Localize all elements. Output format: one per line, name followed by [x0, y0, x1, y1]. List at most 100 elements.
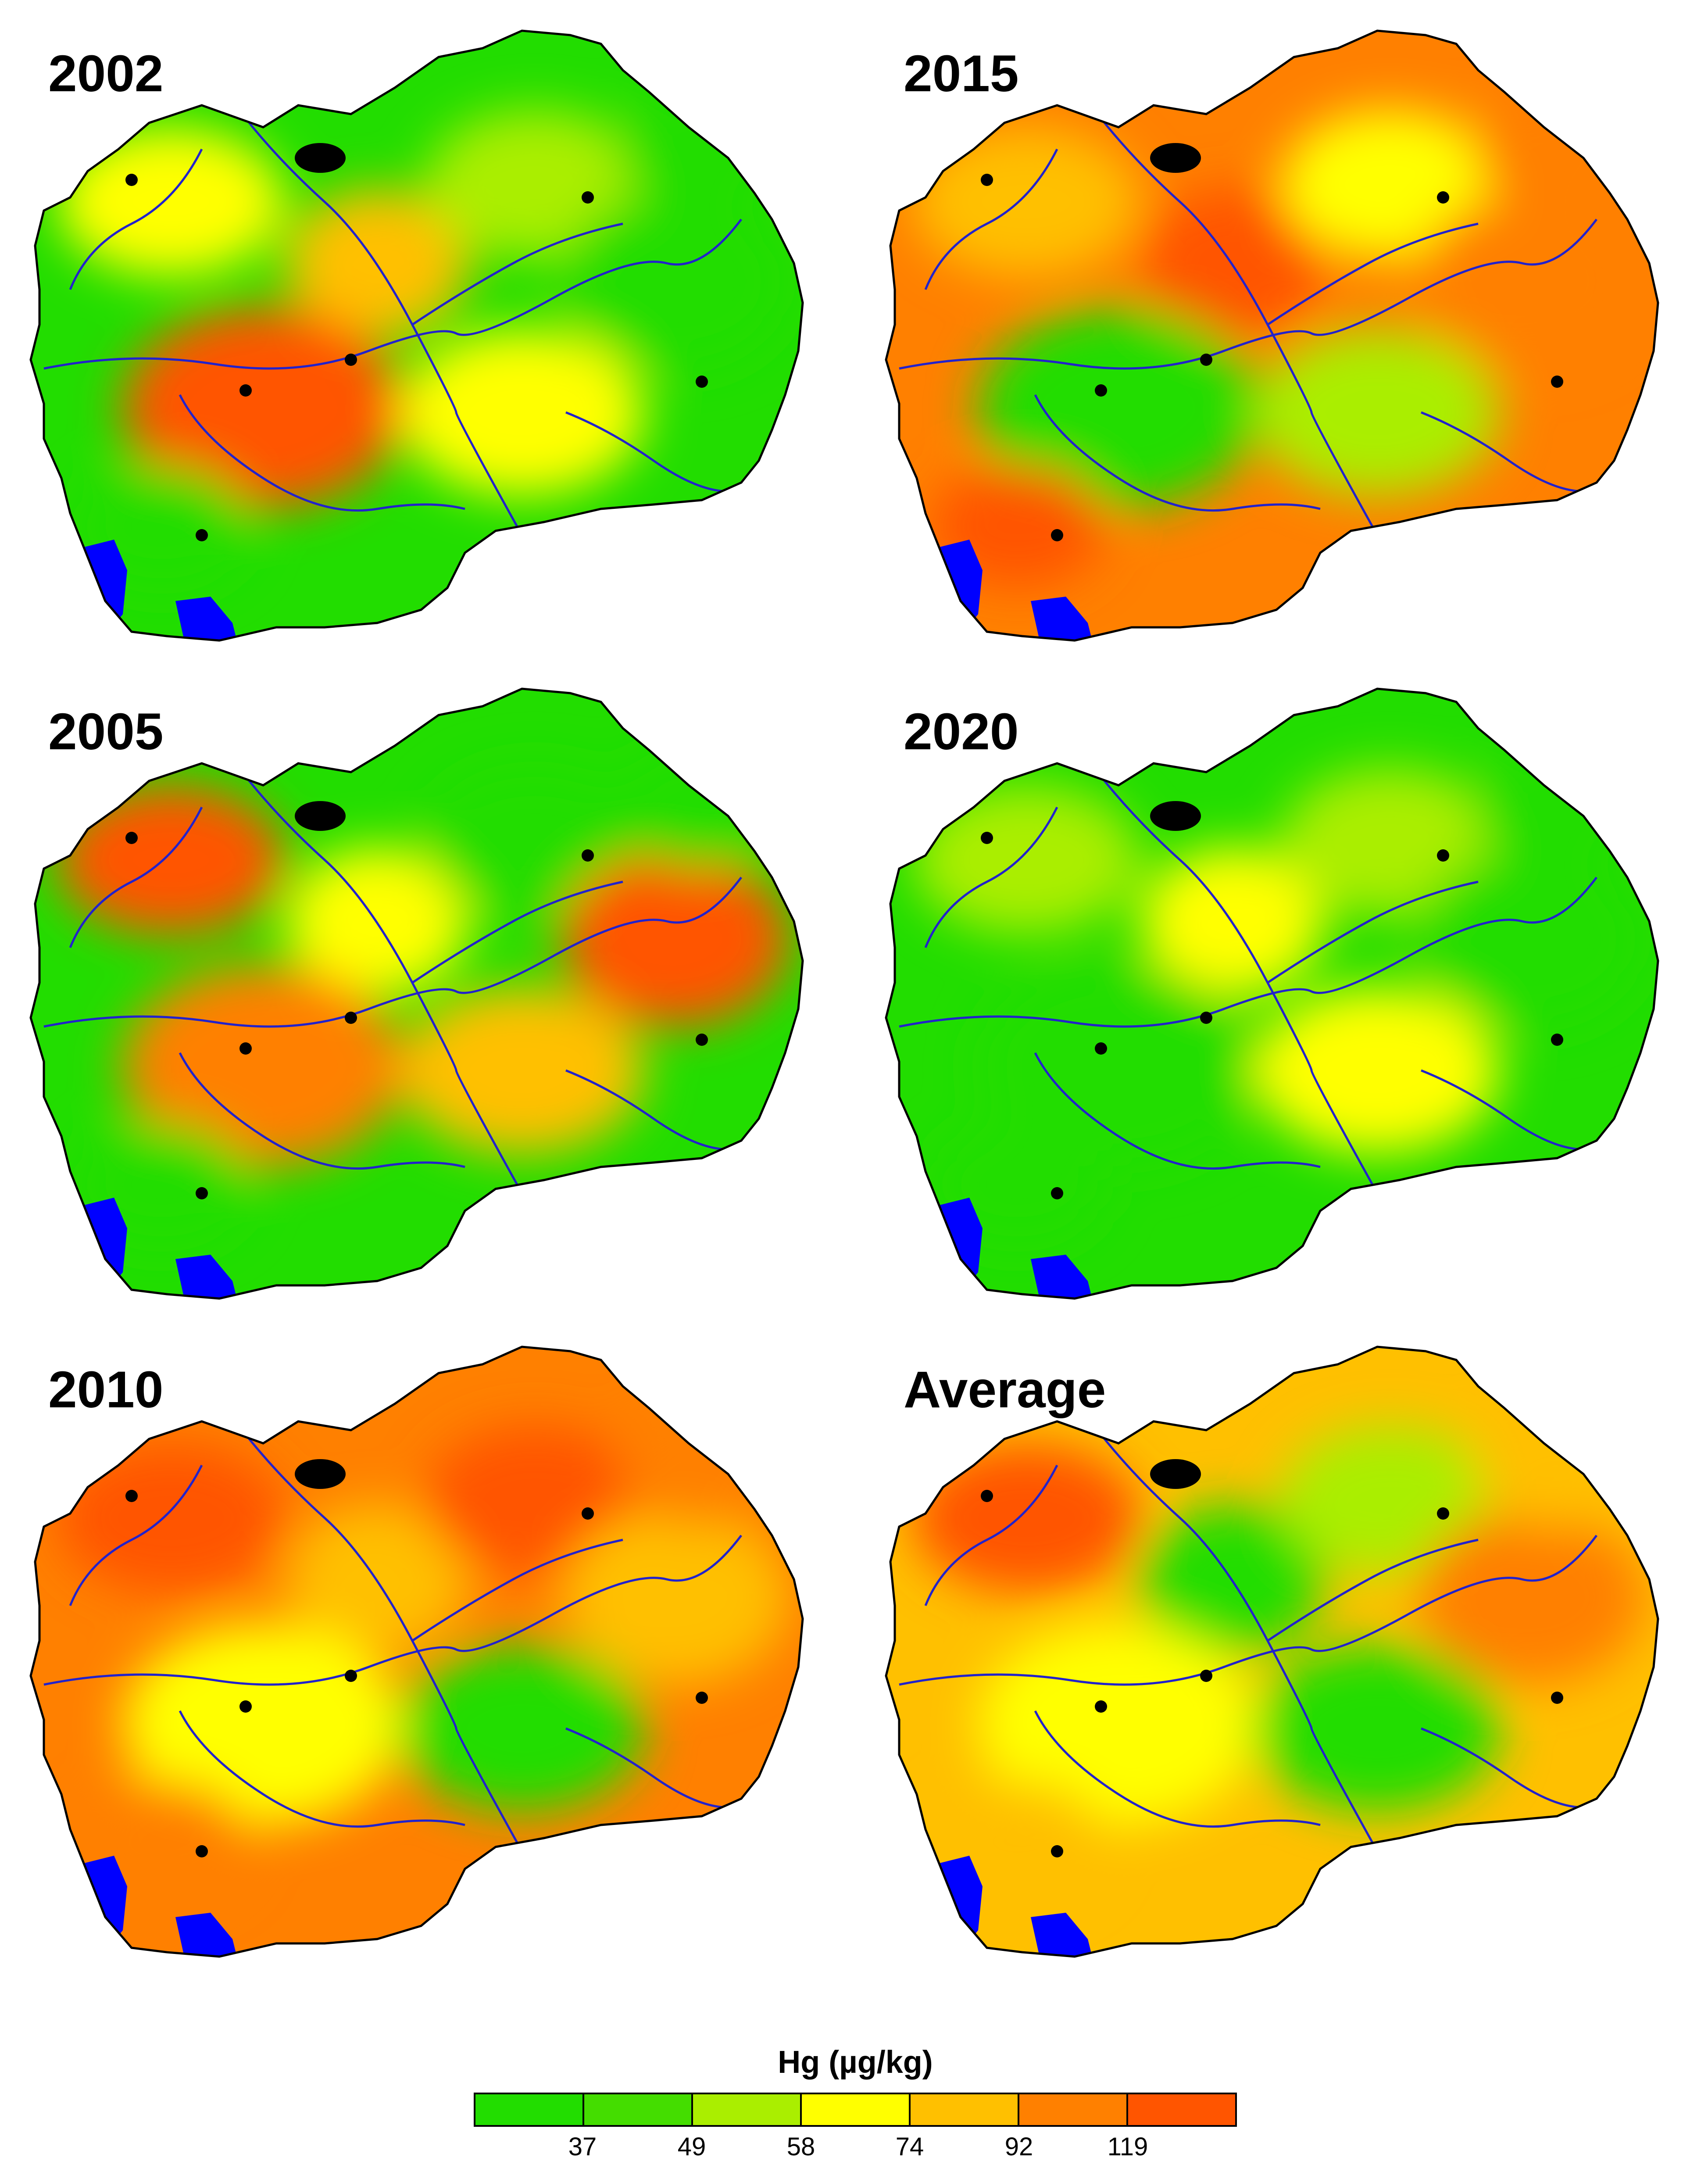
hg-zone: [978, 965, 1259, 1167]
river: [411, 880, 623, 984]
river: [1267, 880, 1479, 984]
city-marker: [582, 191, 594, 204]
lake: [175, 1913, 237, 1957]
hg-surface: [886, 31, 1658, 640]
river: [411, 222, 623, 326]
city-marker: [125, 832, 138, 844]
city-marker: [1437, 849, 1449, 862]
country-border: [29, 687, 804, 1300]
hg-zone: [57, 785, 285, 934]
hg-zone: [1474, 88, 1640, 211]
lake: [1614, 1127, 1632, 1163]
city-marker: [196, 1845, 208, 1857]
city-marker: [239, 384, 252, 397]
map-2002: [29, 29, 804, 642]
river: [179, 1052, 465, 1170]
city-marker: [1150, 1459, 1201, 1489]
city-marker: [1551, 376, 1563, 388]
hg-zone: [561, 193, 790, 369]
hg-zone: [425, 1426, 645, 1575]
hg-zone: [618, 746, 785, 869]
map-2020: [885, 687, 1659, 1300]
hg-zone: [912, 127, 1140, 276]
map-panel-2015: 2015: [873, 18, 1706, 654]
map-panel-average: Average: [873, 1334, 1706, 1970]
river: [1100, 1434, 1379, 1852]
river: [1421, 1727, 1584, 1809]
hg-surface: [886, 689, 1658, 1299]
city-marker: [582, 849, 594, 862]
hg-zone: [978, 1623, 1259, 1825]
hg-zone: [1417, 193, 1645, 369]
legend-swatch: [1019, 2094, 1128, 2125]
legend-ticks: 37 49 58 74 92 119: [474, 2132, 1237, 2161]
panel-title: 2005: [48, 703, 164, 761]
hg-zone: [1281, 1426, 1500, 1575]
hg-zone: [425, 110, 645, 259]
country-border: [885, 1345, 1659, 1958]
legend-swatch: [1128, 2094, 1235, 2125]
city-marker: [295, 143, 346, 173]
river: [1267, 1539, 1479, 1642]
panel-title: 2020: [904, 703, 1019, 761]
river: [245, 776, 523, 1194]
hg-zone: [57, 1443, 285, 1592]
hg-zone: [123, 965, 404, 1167]
country-border: [29, 1345, 804, 1958]
hg-zone: [978, 307, 1259, 509]
river: [1034, 394, 1321, 512]
city-marker: [1150, 143, 1201, 173]
hg-zone: [1474, 1404, 1640, 1527]
lake: [1031, 1255, 1092, 1299]
city-marker: [239, 1700, 252, 1713]
legend-swatch: [693, 2094, 802, 2125]
river: [411, 1539, 623, 1642]
lake: [759, 1785, 776, 1821]
hg-zone: [1254, 987, 1500, 1154]
city-marker: [696, 376, 708, 388]
river: [245, 1434, 523, 1852]
legend-tick: 58: [786, 2132, 815, 2161]
hg-zone: [399, 1645, 645, 1812]
hg-zone: [57, 127, 285, 276]
hg-zone: [1281, 768, 1500, 917]
city-marker: [1200, 354, 1212, 366]
legend: Hg (µg/kg) 37 49 58 74 92 119: [474, 2044, 1237, 2161]
map-2010: [29, 1345, 804, 1958]
river: [924, 148, 1058, 290]
country-border: [885, 29, 1659, 642]
hg-zone: [123, 307, 404, 509]
legend-tick: 49: [677, 2132, 706, 2161]
river: [924, 1464, 1058, 1606]
hg-zone: [425, 768, 645, 917]
country-border: [885, 687, 1659, 1300]
map-panel-2010: 2010: [18, 1334, 851, 1970]
city-marker: [239, 1042, 252, 1055]
country-border: [29, 29, 804, 642]
river: [69, 1464, 203, 1606]
legend-tick: 92: [1004, 2132, 1033, 2161]
panel-title: Average: [904, 1361, 1106, 1419]
city-marker: [1437, 1507, 1449, 1520]
city-marker: [582, 1507, 594, 1520]
river: [43, 218, 742, 370]
hg-zone: [1281, 110, 1500, 259]
city-marker: [696, 1034, 708, 1046]
city-marker: [1437, 191, 1449, 204]
legend-swatch: [911, 2094, 1019, 2125]
hg-surface: [31, 1347, 803, 1957]
panel-title: 2002: [48, 45, 164, 103]
city-marker: [981, 1490, 993, 1502]
city-marker: [1051, 1187, 1063, 1199]
river: [899, 1535, 1597, 1686]
city-marker: [295, 801, 346, 831]
city-marker: [1551, 1692, 1563, 1704]
river: [899, 877, 1597, 1028]
hg-zone: [618, 1404, 785, 1527]
city-marker: [125, 174, 138, 186]
hg-zone: [912, 1443, 1140, 1592]
hg-surface: [886, 1347, 1658, 1957]
river: [1267, 222, 1479, 326]
city-marker: [1200, 1670, 1212, 1682]
river: [1421, 411, 1584, 493]
